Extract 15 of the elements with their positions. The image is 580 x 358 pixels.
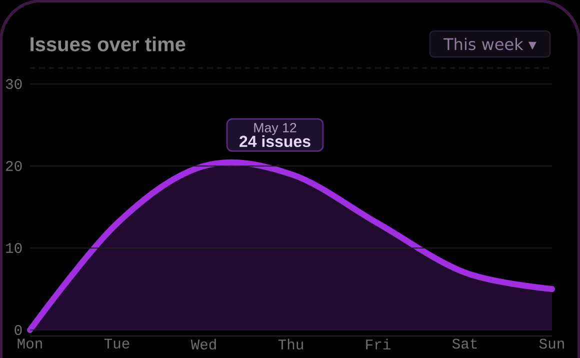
annotation: 24 issues [240, 135, 310, 148]
x-tick-label: Thu [278, 338, 303, 350]
x-tick-label: Sun [539, 338, 564, 349]
text: This week ▾ [443, 38, 536, 50]
y-tick-label: 30 [6, 79, 22, 89]
x-tick-label: Mon [18, 338, 42, 349]
y-tick-label: 10 [6, 243, 22, 253]
annotation: May 12 [254, 122, 296, 136]
x-tick-label: Wed [190, 338, 216, 350]
y-tick-label: 0 [14, 325, 22, 335]
chart-title: Issues over time [30, 36, 186, 52]
x-tick-label: Tue [104, 338, 130, 349]
x-tick-label: Fri [366, 338, 390, 350]
y-tick-label: 20 [6, 161, 22, 171]
x-tick-label: Sat [452, 338, 477, 349]
